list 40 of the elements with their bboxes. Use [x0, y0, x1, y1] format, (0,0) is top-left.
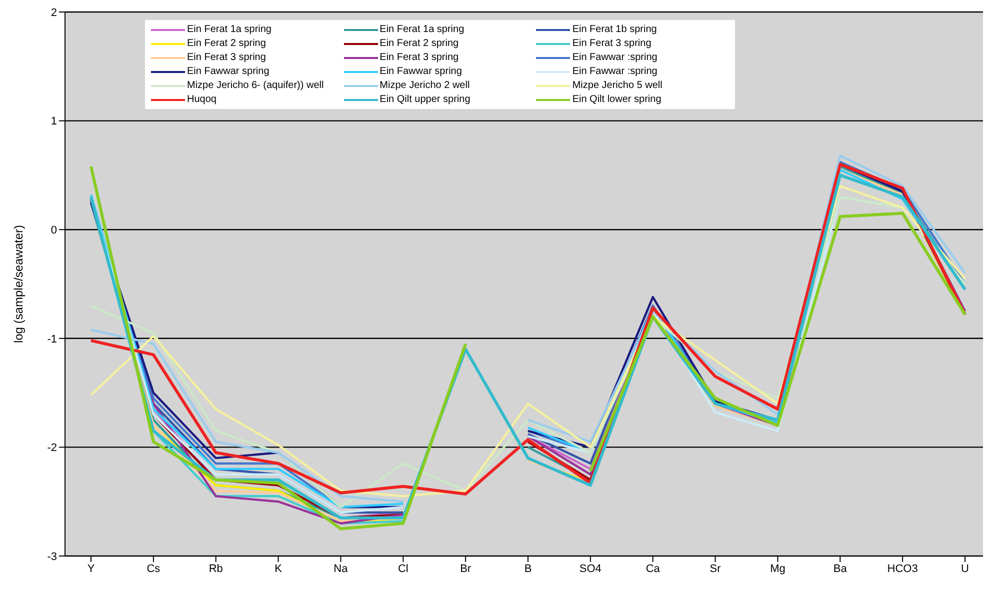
y-axis-title: log (sample/seawater): [11, 224, 26, 344]
y-tick-label: 1: [50, 116, 57, 128]
x-tick-label: Y: [87, 562, 96, 575]
legend-label: Ein Qilt upper spring: [380, 94, 470, 105]
legend-label: Mizpe Jericho 2 well: [380, 80, 470, 91]
x-tick-label: Sr: [710, 562, 722, 575]
legend-label: Ein Fawwar :spring: [572, 66, 658, 77]
legend-label: Mizpe Jericho 5 well: [572, 80, 662, 91]
x-tick-label: SO4: [579, 562, 602, 575]
x-tick-label: K: [274, 562, 283, 575]
legend-label: Ein Ferat 2 spring: [187, 38, 266, 49]
x-tick-label: Cs: [146, 562, 161, 575]
legend-label: Ein Qilt lower spring: [572, 94, 662, 105]
x-tick-label: Rb: [208, 562, 223, 575]
y-tick-label: 0: [50, 224, 57, 237]
legend-label: Ein Ferat 1b spring: [572, 24, 657, 35]
x-tick-label: HCO3: [887, 562, 918, 575]
legend-label: Huqoq: [187, 94, 216, 105]
y-tick-label: -2: [47, 442, 57, 454]
legend-label: Ein Ferat 3 spring: [187, 52, 266, 63]
legend-label: Ein Ferat 3 spring: [380, 52, 459, 63]
legend-label: Ein Fawwar spring: [187, 66, 270, 77]
y-tick-label: -1: [47, 333, 57, 346]
x-tick-label: B: [524, 562, 532, 575]
legend-label: Ein Ferat 1a spring: [380, 24, 464, 35]
x-tick-label: Ba: [833, 562, 848, 575]
x-tick-label: Br: [460, 562, 472, 575]
x-tick-label: U: [961, 562, 970, 575]
legend-label: Ein Ferat 1a spring: [187, 24, 272, 35]
legend-label: Ein Fawwar spring: [380, 66, 462, 77]
legend-label: Ein Ferat 2 spring: [380, 38, 459, 49]
y-tick-label: 2: [50, 6, 57, 19]
x-tick-label: Ca: [646, 562, 661, 575]
x-tick-label: Na: [334, 562, 349, 575]
x-tick-label: Mg: [770, 562, 786, 575]
legend-label: Ein Fawwar :spring: [572, 52, 658, 63]
legend-label: Ein Ferat 3 spring: [572, 38, 652, 49]
y-tick-label: -3: [47, 550, 57, 563]
x-tick-label: Cl: [398, 562, 408, 575]
legend-label: Mizpe Jericho 6- (aquifer)) well: [187, 80, 324, 91]
